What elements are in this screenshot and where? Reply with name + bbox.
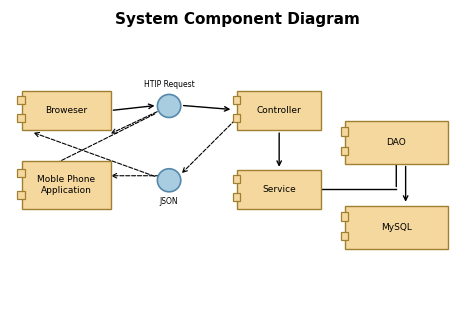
FancyBboxPatch shape [21, 91, 110, 130]
Text: Moble Phone
Application: Moble Phone Application [37, 175, 95, 195]
FancyBboxPatch shape [341, 231, 348, 240]
Text: HTIP Request: HTIP Request [144, 80, 194, 89]
FancyBboxPatch shape [18, 96, 25, 104]
FancyBboxPatch shape [18, 191, 25, 199]
Text: MySQL: MySQL [381, 223, 412, 232]
Text: Broweser: Broweser [45, 106, 87, 115]
Text: JSON: JSON [160, 197, 178, 206]
FancyBboxPatch shape [341, 212, 348, 221]
FancyBboxPatch shape [233, 193, 240, 201]
Ellipse shape [157, 169, 181, 192]
FancyBboxPatch shape [341, 127, 348, 136]
FancyBboxPatch shape [233, 114, 240, 122]
Text: Service: Service [262, 185, 296, 194]
FancyBboxPatch shape [18, 114, 25, 122]
FancyBboxPatch shape [233, 96, 240, 104]
FancyBboxPatch shape [341, 146, 348, 155]
FancyBboxPatch shape [21, 161, 110, 209]
FancyBboxPatch shape [237, 91, 321, 130]
FancyBboxPatch shape [233, 175, 240, 183]
FancyBboxPatch shape [18, 169, 25, 177]
Text: DAO: DAO [386, 138, 406, 147]
Text: Controller: Controller [257, 106, 301, 115]
Ellipse shape [157, 95, 181, 117]
FancyBboxPatch shape [345, 121, 448, 163]
FancyBboxPatch shape [237, 170, 321, 209]
FancyBboxPatch shape [345, 206, 448, 248]
Text: System Component Diagram: System Component Diagram [115, 12, 359, 27]
